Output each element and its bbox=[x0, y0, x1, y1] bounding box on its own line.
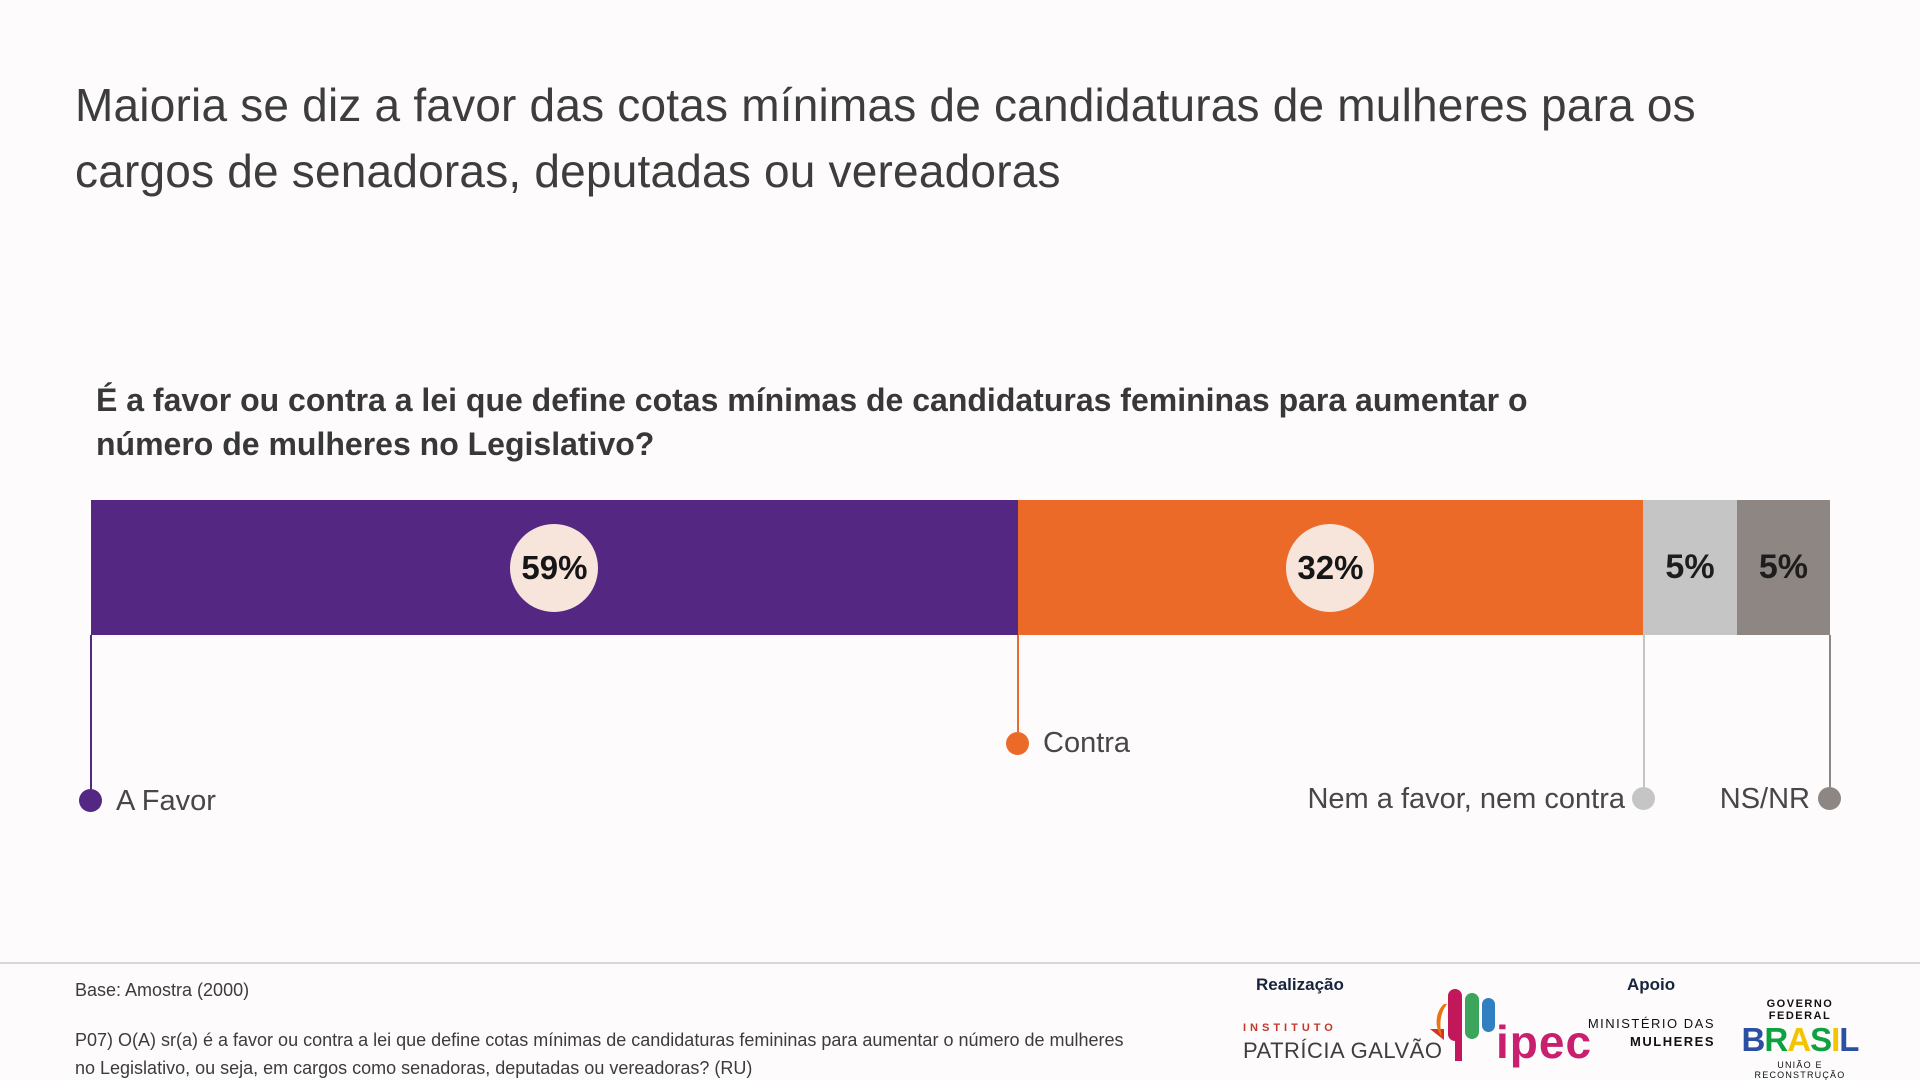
question-line-1: É a favor ou contra a lei que define cot… bbox=[96, 382, 1528, 418]
question-line-2: número de mulheres no Legislativo? bbox=[96, 426, 655, 462]
source-line-1: P07) O(A) sr(a) é a favor ou contra a le… bbox=[75, 1030, 1124, 1050]
leader-line-nem-nem bbox=[1643, 635, 1645, 787]
bar-segment-contra: 32% bbox=[1017, 500, 1644, 635]
bar-segment-a-favor: 59% bbox=[91, 500, 1018, 635]
label-contra: Contra bbox=[1043, 727, 1131, 759]
legend-dot-nsnr bbox=[1818, 787, 1841, 810]
brasil-wordmark: BRASIL bbox=[1741, 1021, 1860, 1058]
leader-line-nsnr bbox=[1829, 635, 1831, 787]
value-a-favor: 59% bbox=[521, 548, 588, 586]
legend-dot-contra bbox=[1006, 732, 1029, 755]
instituto-patricia-galvao-logo: INSTITUTO PATRÍCIA GALVÃO bbox=[1243, 1022, 1445, 1064]
label-a-favor: A Favor bbox=[116, 785, 216, 817]
stacked-bar: 59% 32% 5% 5% bbox=[91, 500, 1830, 635]
leader-line-a-favor bbox=[90, 635, 92, 789]
value-nem-nem: 5% bbox=[1665, 548, 1715, 586]
ministerio-line-2: MULHERES bbox=[1630, 1034, 1715, 1049]
ipec-fingerprint-icon bbox=[1436, 989, 1495, 1061]
survey-question: É a favor ou contra a lei que define cot… bbox=[96, 378, 1856, 466]
bar-segment-nem-nem: 5% bbox=[1643, 500, 1737, 635]
base-note: Base: Amostra (2000) bbox=[75, 980, 250, 1000]
value-badge-contra: 32% bbox=[1286, 523, 1375, 612]
instituto-label: INSTITUTO bbox=[1243, 1022, 1337, 1034]
governo-federal-label: GOVERNO FEDERAL bbox=[1766, 998, 1834, 1022]
value-nsnr: 5% bbox=[1758, 548, 1808, 586]
apoio-label: Apoio bbox=[1627, 975, 1676, 994]
legend-dot-nem-nem bbox=[1632, 787, 1655, 810]
footer-divider bbox=[0, 962, 1920, 964]
ministerio-mulheres-logo: MINISTÉRIO DAS MULHERES bbox=[1580, 1016, 1715, 1049]
source-line-2: no Legislativo, ou seja, em cargos como … bbox=[75, 1058, 753, 1078]
page-title: Maioria se diz a favor das cotas mínimas… bbox=[75, 72, 1885, 204]
bar-segment-nsnr: 5% bbox=[1736, 500, 1830, 635]
ipec-wordmark: ipec bbox=[1496, 1016, 1593, 1068]
title-line-2: cargos de senadoras, deputadas ou veread… bbox=[75, 145, 1061, 197]
ministerio-line-1: MINISTÉRIO DAS bbox=[1587, 1016, 1715, 1031]
realizacao-label: Realização bbox=[1256, 975, 1344, 994]
governo-federal-brasil-logo: GOVERNO FEDERAL BRASIL UNIÃO E RECONSTRU… bbox=[1736, 998, 1864, 1080]
red-triangle-icon bbox=[1430, 1029, 1445, 1040]
value-badge-a-favor: 59% bbox=[510, 523, 599, 612]
patricia-galvao-label: PATRÍCIA GALVÃO bbox=[1243, 1029, 1445, 1064]
label-nsnr: NS/NR bbox=[1719, 783, 1810, 815]
legend-dot-a-favor bbox=[79, 789, 102, 812]
source-note: P07) O(A) sr(a) é a favor ou contra a le… bbox=[75, 1026, 1124, 1080]
uniao-reconstrucao-label: UNIÃO E RECONSTRUÇÃO bbox=[1754, 1060, 1846, 1080]
title-line-1: Maioria se diz a favor das cotas mínimas… bbox=[75, 79, 1696, 131]
value-contra: 32% bbox=[1297, 548, 1364, 586]
label-nem-nem: Nem a favor, nem contra bbox=[1307, 783, 1625, 815]
leader-line-contra bbox=[1017, 635, 1019, 732]
ipec-logo: ipec bbox=[1428, 980, 1593, 1068]
